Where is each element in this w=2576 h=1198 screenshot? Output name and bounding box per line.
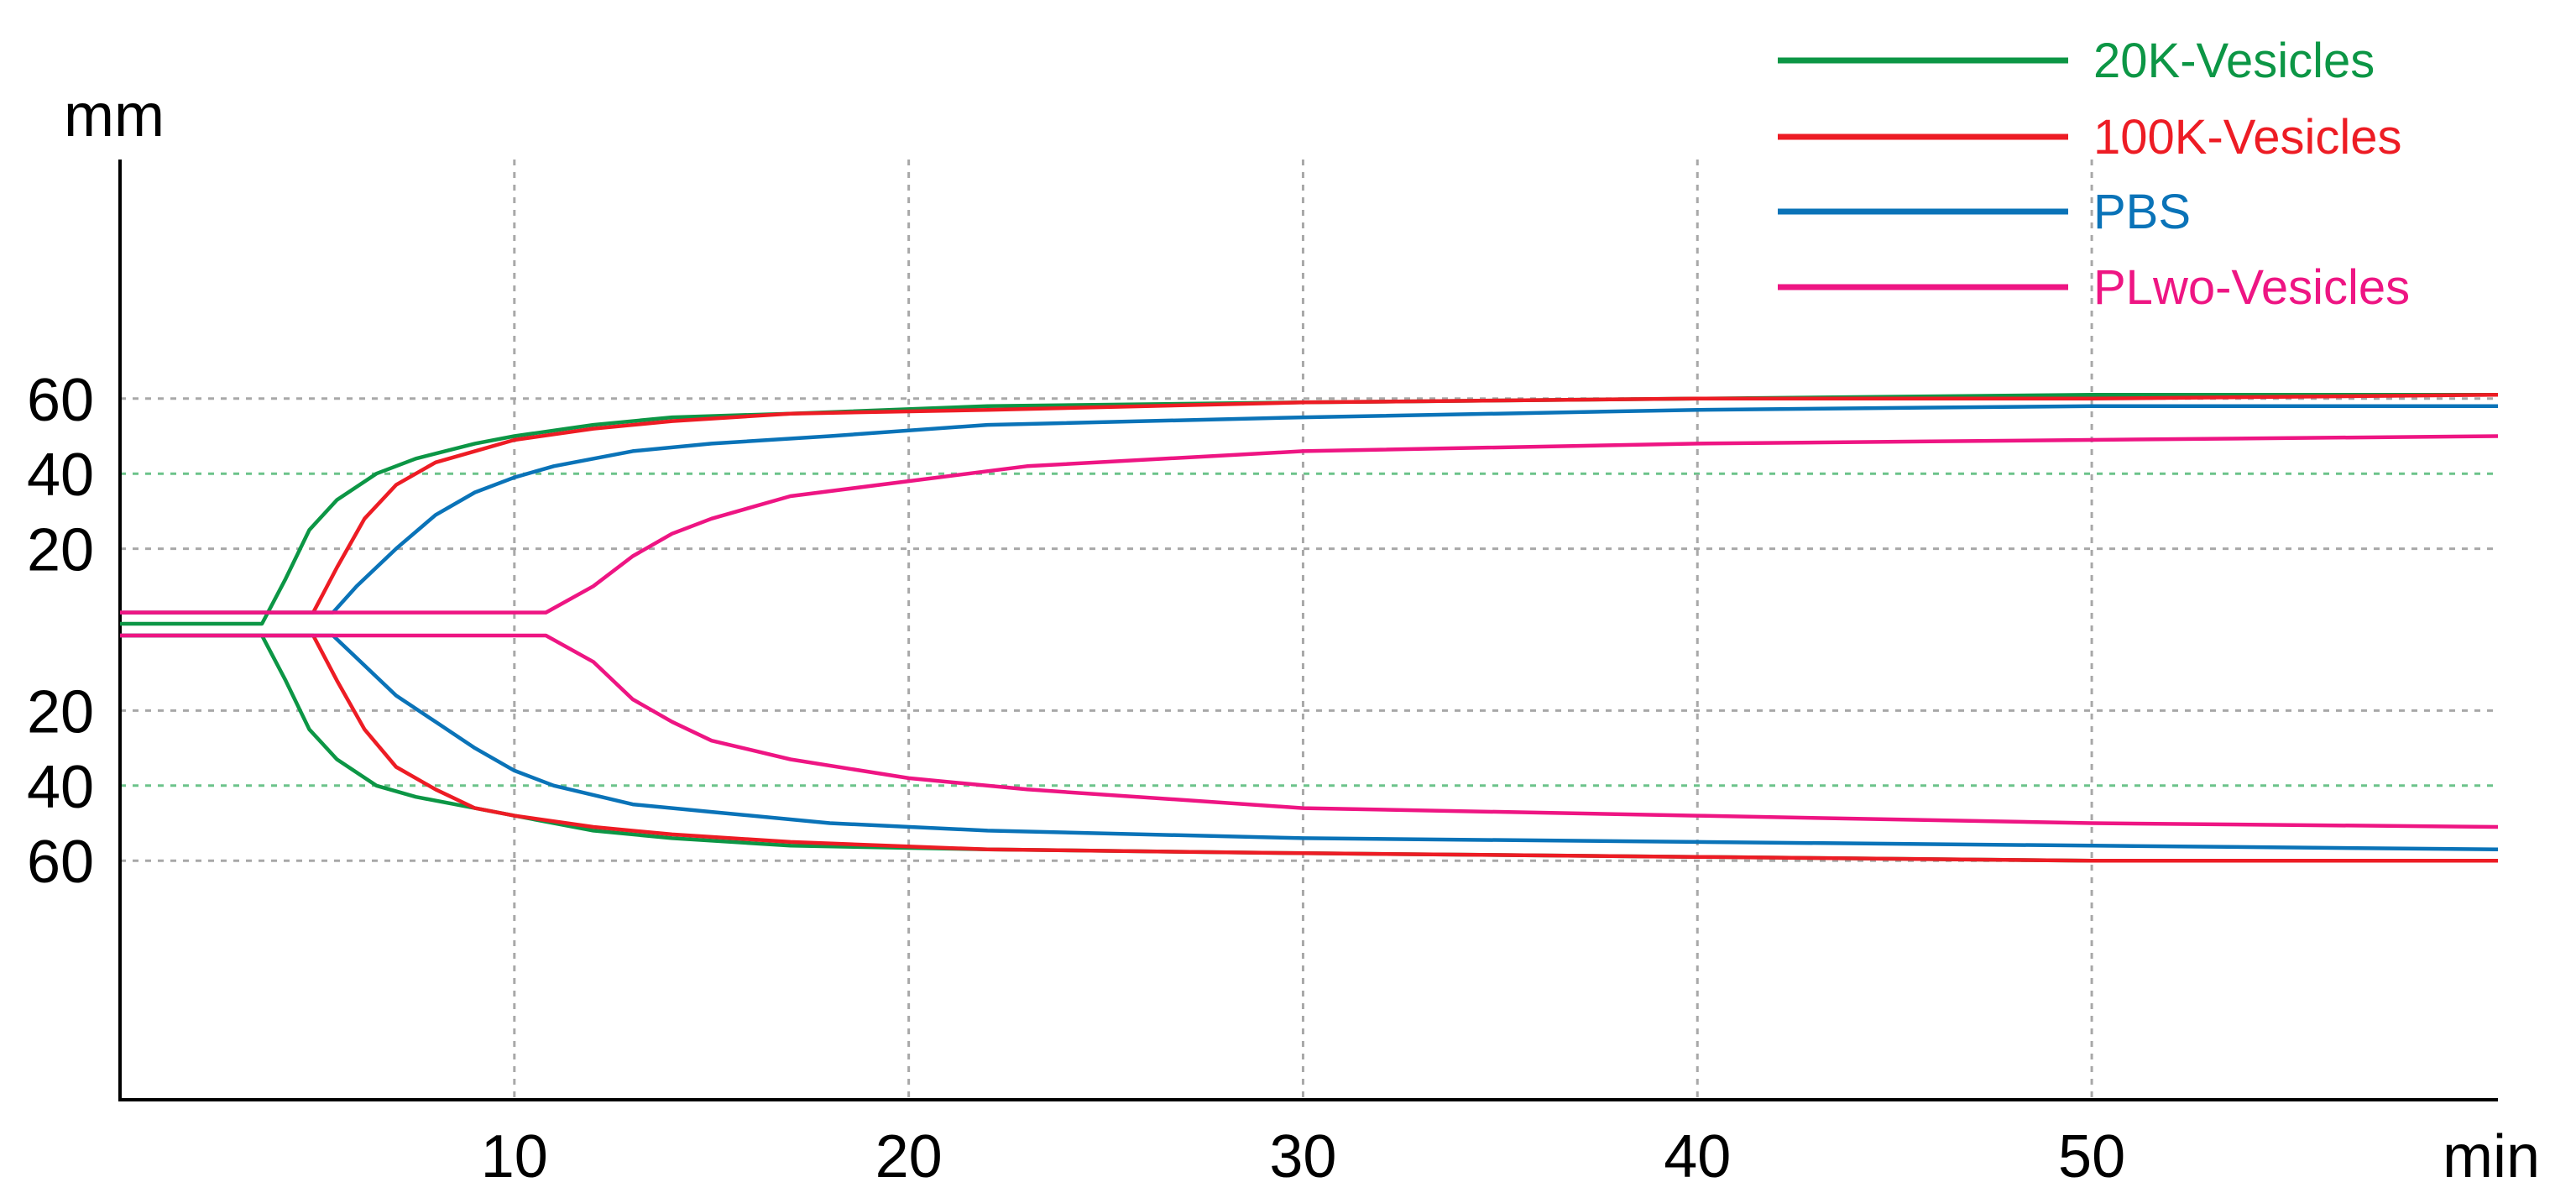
legend-label-plwo-vesicles: PLwo-Vesicles: [2093, 260, 2410, 315]
tick-labels: 20 20 40 40 60 60 10 20 30 40 50 mm min: [27, 82, 2540, 1190]
lower-y-tick-label-20: 20: [27, 678, 94, 745]
series-lines: [120, 393, 2499, 863]
series-plwo-vesicles-upper: [120, 434, 2499, 615]
legend: 20K-Vesicles 100K-Vesicles PBS PLwo-Vesicle…: [1778, 34, 2410, 315]
series-100k-vesicles-upper: [120, 393, 2499, 615]
lower-y-tick-label-40: 40: [27, 754, 94, 821]
y-unit-label: mm: [64, 82, 165, 149]
x-tick-label-30: 30: [1269, 1123, 1336, 1190]
series-20k-vesicles-upper: [120, 393, 2498, 626]
legend-label-100k-vesicles: 100K-Vesicles: [2093, 110, 2402, 165]
legend-label-pbs: PBS: [2093, 185, 2191, 239]
series-pbs-upper: [120, 404, 2498, 615]
upper-y-tick-label-40: 40: [27, 442, 94, 509]
legend-label-20k-vesicles: 20K-Vesicles: [2093, 34, 2375, 88]
x-tick-label-50: 50: [2058, 1123, 2125, 1190]
series-pbs-lower: [120, 633, 2499, 852]
series-100k-vesicles-lower: [120, 633, 2498, 863]
x-unit-label: min: [2443, 1123, 2540, 1190]
x-tick-label-40: 40: [1664, 1123, 1731, 1190]
x-tick-label-10: 10: [481, 1123, 548, 1190]
series-plwo-vesicles-lower: [120, 633, 2499, 829]
upper-y-tick-label-20: 20: [27, 517, 94, 584]
x-tick-label-20: 20: [875, 1123, 943, 1190]
upper-y-tick-label-60: 60: [27, 367, 94, 434]
lower-y-tick-label-60: 60: [27, 829, 94, 896]
axes: [118, 160, 2498, 1101]
